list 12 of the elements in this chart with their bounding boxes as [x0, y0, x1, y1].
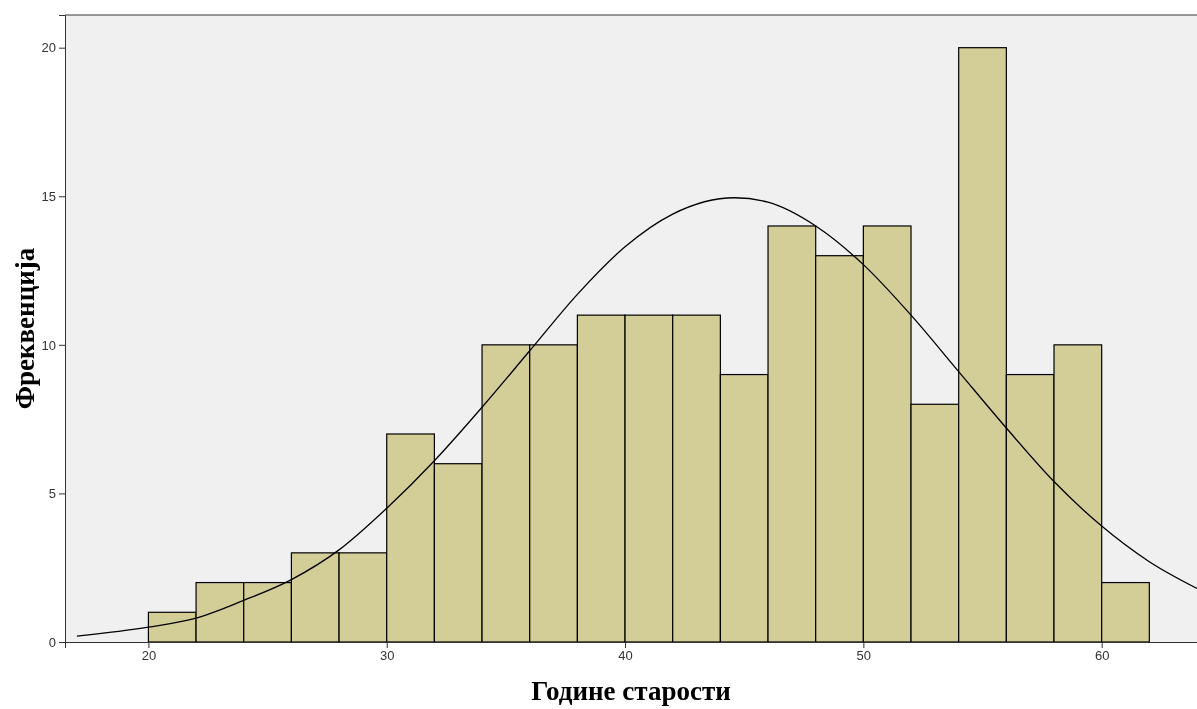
- y-tick-label: 20: [41, 40, 56, 56]
- x-axis-title: Године старости: [531, 676, 731, 706]
- y-tick-label: 5: [48, 486, 56, 502]
- x-tick-label: 50: [856, 648, 872, 664]
- y-tick-label: 10: [41, 337, 56, 353]
- x-tick-label: 20: [141, 648, 157, 664]
- x-tick-label: 30: [379, 648, 395, 664]
- x-tick-label: 60: [1094, 648, 1110, 664]
- y-tick-label: 15: [41, 188, 56, 204]
- y-axis-title: Фреквенција: [10, 247, 40, 410]
- x-tick-label: 40: [618, 648, 633, 664]
- y-tick-label: 0: [48, 634, 56, 650]
